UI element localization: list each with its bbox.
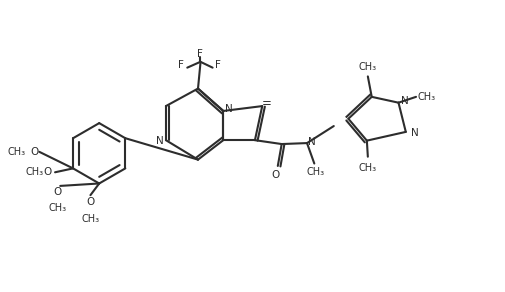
Text: CH₃: CH₃ [418,92,436,102]
Text: CH₃: CH₃ [8,147,26,157]
Text: F: F [178,60,184,70]
Text: O: O [86,197,94,207]
Text: O: O [54,187,62,197]
Text: F: F [197,48,204,58]
Text: =: = [262,97,272,110]
Text: CH₃: CH₃ [306,167,324,177]
Text: O: O [271,170,279,180]
Text: N: N [401,96,409,106]
Text: CH₃: CH₃ [359,163,377,173]
Text: CH₃: CH₃ [49,203,67,213]
Text: O: O [43,167,52,177]
Text: N: N [156,136,164,146]
Text: N: N [411,128,419,138]
Text: F: F [216,60,221,70]
Text: CH₃: CH₃ [25,167,43,177]
Text: N: N [225,105,233,114]
Text: CH₃: CH₃ [81,213,99,223]
Text: CH₃: CH₃ [359,62,377,72]
Text: O: O [30,147,38,157]
Text: N: N [308,137,316,147]
